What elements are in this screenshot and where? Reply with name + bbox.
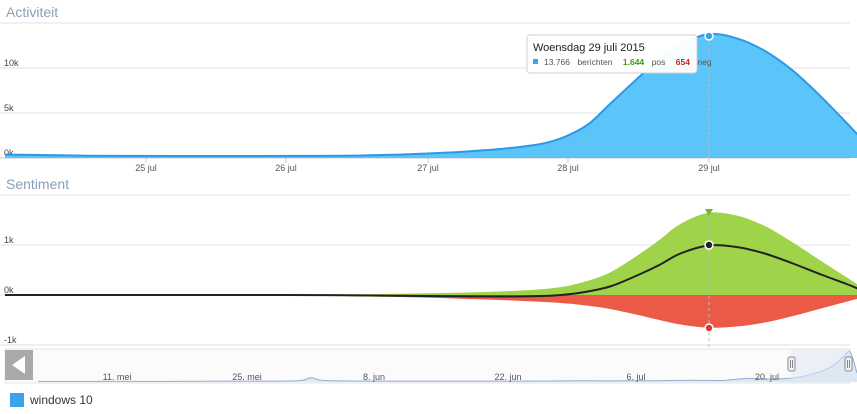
activity-y-tick-0: 0k [4,148,14,158]
activity-hover-point[interactable] [704,31,714,41]
navigator-tick-8-jun: 8. jun [363,372,385,382]
activity-x-tick-28jul: 28 jul [557,163,579,173]
sentiment-y-tick-0k: 0k [4,285,14,295]
activity-x-tick-25jul: 25 jul [135,163,157,173]
tooltip-neg-label: neg [697,57,711,67]
navigator-handle-left[interactable] [787,356,796,372]
sentiment-net-line [5,244,857,298]
navigator-tick-20-jul: 20. jul [755,372,779,382]
activity-x-ticks: 25 jul 26 jul 27 jul 28 jul 29 jul [135,158,720,173]
tooltip-series-marker [533,59,538,64]
navigator-tick-11-mei: 11. mei [103,372,132,382]
activity-y-ticks: 0k 5k 10k [4,58,19,158]
tooltip-pos: 1.644 [623,57,645,67]
tooltip-count: 13.766 [544,57,570,67]
tooltip-count-label: berichten [577,57,612,67]
activity-x-tick-26jul: 26 jul [275,163,297,173]
activity-y-tick-5k: 5k [4,103,14,113]
sentiment-area-series [5,212,857,328]
sentiment-y-tick-1k: 1k [4,235,14,245]
tooltip-neg: 654 [676,57,690,67]
activity-title: Activiteit [6,4,58,20]
tooltip: Woensdag 29 juli 2015 13.766 berichten 1… [526,34,712,74]
navigator-handle-right[interactable] [844,356,853,372]
navigator-scroll-left-button[interactable] [5,350,33,380]
legend-swatch [10,393,24,407]
sentiment-title: Sentiment [6,176,69,192]
navigator-tick-25-mei: 25. mei [232,372,262,382]
activity-area-series [4,32,857,158]
navigator-x-ticks: 11. mei 25. mei 8. jun 22. jun 6. jul 20… [103,372,779,382]
activity-area-fill [5,33,857,158]
sentiment-neg-hover-point[interactable] [704,323,714,333]
sentiment-pos-area [5,212,857,295]
activity-x-tick-27jul: 27 jul [417,163,439,173]
sentiment-pos-marker-triangle [705,209,713,216]
sentiment-y-tick-minus-1k: -1k [4,335,17,345]
tooltip-pos-label: pos [652,57,666,67]
sentiment-neg-area [5,295,857,328]
activity-x-tick-29jul: 29 jul [698,163,720,173]
tooltip-title: Woensdag 29 juli 2015 [533,42,645,54]
activity-y-tick-10k: 10k [4,58,19,68]
tooltip-values: 13.766 berichten 1.644 pos 654 neg [544,52,712,69]
legend-label: windows 10 [29,393,93,407]
navigator[interactable] [4,348,857,384]
navigator-tick-22-jun: 22. jun [494,372,521,382]
activity-area-line [4,32,857,157]
sentiment-net-hover-point[interactable] [704,240,714,250]
sentiment-y-ticks: -1k 0k 1k [4,235,17,345]
navigator-tick-6-jul: 6. jul [626,372,645,382]
arrow-left-icon [12,356,25,374]
legend-item-windows-10[interactable]: windows 10 [10,393,93,407]
navigator-selected-range[interactable] [791,349,849,383]
